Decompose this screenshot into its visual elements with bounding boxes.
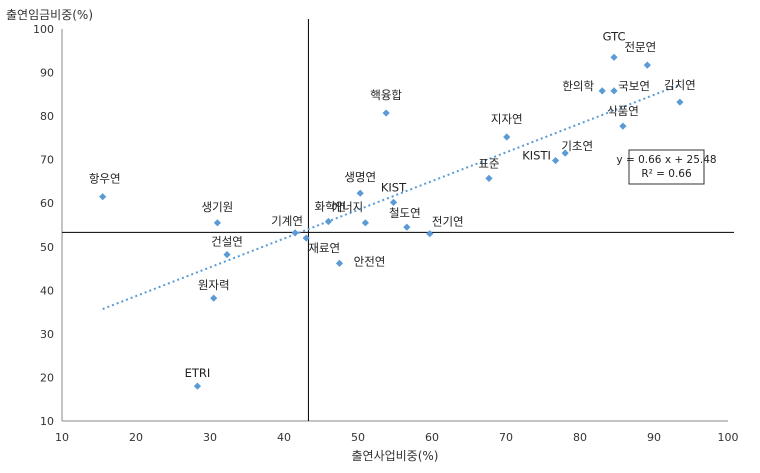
data-point-label: ETRI: [185, 366, 211, 380]
data-point: [223, 251, 231, 259]
data-point: [610, 87, 618, 95]
y-axis-title: 출연임금비중(%): [6, 8, 93, 22]
data-point-label: 지자연: [491, 112, 523, 126]
x-tick-labels: 10 20 30 40 50 60 70 80 90 100: [55, 431, 739, 444]
data-point-label: 핵융합: [370, 88, 402, 102]
y-tick-label: 60: [40, 197, 54, 210]
data-point-label: 김치연: [664, 78, 696, 92]
data-point: [485, 174, 493, 182]
data-point: [361, 219, 369, 227]
y-tick-label: 80: [40, 110, 54, 123]
data-point-label: 안전연: [354, 254, 386, 268]
data-point-label: 원자력: [198, 278, 230, 292]
data-point: [610, 53, 618, 61]
data-point-label: 기초연: [561, 139, 593, 153]
x-axis-title: 출연사업비중(%): [351, 449, 438, 463]
data-point: [193, 382, 202, 390]
data-point: [389, 198, 398, 206]
r-squared-text: R² = 0.66: [641, 168, 692, 180]
x-tick-label: 80: [573, 431, 587, 444]
data-point-label: 식품연: [607, 104, 639, 118]
equation-box: [628, 149, 705, 185]
trendline-equation-box: y = 0.66 x + 25.48 R² = 0.66: [616, 149, 717, 185]
x-tick-label: 50: [351, 431, 365, 444]
data-point-label: 재료연: [308, 241, 340, 255]
data-point: [335, 259, 344, 267]
y-tick-label: 100: [33, 23, 54, 36]
data-point-label: KIST: [381, 180, 407, 194]
x-tick-label: 60: [425, 431, 439, 444]
y-tick-label: 40: [40, 284, 54, 297]
data-point: [619, 122, 627, 130]
data-point-label: 기계연: [271, 214, 303, 228]
data-point-label: 생기원: [202, 200, 234, 214]
x-tick-label: 30: [203, 431, 217, 444]
equation-text: y = 0.66 x + 25.48: [616, 154, 716, 166]
data-point: [676, 98, 684, 106]
data-point: [356, 189, 364, 197]
y-tick-label: 20: [40, 371, 54, 384]
y-tick-labels: 10 20 30 40 50 60 70 80 90 100: [33, 23, 54, 428]
data-point: [99, 193, 107, 201]
data-points: [99, 53, 684, 390]
data-point: [643, 61, 651, 69]
data-point: [382, 109, 390, 117]
data-point: [210, 294, 218, 302]
y-tick-label: 90: [40, 67, 54, 80]
x-tick-label: 10: [55, 431, 69, 444]
data-point-label: 항우연: [89, 172, 121, 186]
data-point-label: 화학연: [315, 200, 347, 214]
x-tick-label: 40: [277, 431, 291, 444]
data-point: [291, 229, 299, 237]
x-tick-label: 90: [647, 431, 661, 444]
data-point: [503, 133, 511, 141]
data-point-label: KISTI: [522, 149, 551, 163]
data-point: [403, 223, 411, 231]
trendline: [102, 83, 681, 310]
data-point: [598, 87, 606, 95]
data-point: [426, 230, 434, 238]
y-tick-label: 10: [40, 415, 54, 428]
y-tick-label: 50: [40, 241, 54, 254]
x-tick-label: 100: [718, 431, 739, 444]
data-point-label: 철도연: [389, 206, 421, 220]
data-point-label: 생명연: [344, 170, 376, 184]
data-point-label: 에너지: [332, 200, 364, 214]
data-point: [324, 217, 332, 226]
data-point-label: 건설연: [211, 235, 243, 249]
data-point: [551, 156, 560, 165]
data-point-label: 전문연: [624, 40, 656, 54]
data-point-label: 한의학: [562, 79, 594, 93]
data-point: [561, 149, 569, 157]
data-point-label: 표준: [478, 156, 499, 170]
data-point-label: 국보연: [618, 79, 650, 93]
x-tick-label: 20: [129, 431, 143, 444]
data-point: [213, 219, 221, 227]
data-point: [302, 234, 310, 242]
data-point-label: 전기연: [432, 215, 464, 229]
x-tick-label: 70: [499, 431, 513, 444]
y-tick-label: 70: [40, 154, 54, 167]
data-point-label: GTC: [603, 29, 626, 43]
y-tick-label: 30: [40, 328, 54, 341]
